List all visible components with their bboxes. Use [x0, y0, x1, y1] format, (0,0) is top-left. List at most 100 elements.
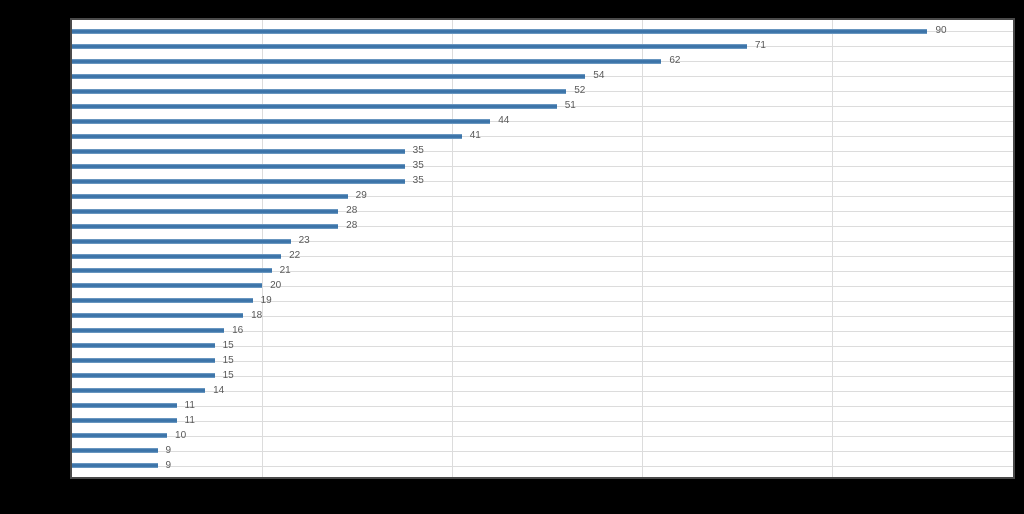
bar-row: 15 — [72, 368, 1013, 383]
bar-value-label: 51 — [564, 100, 576, 112]
bar-row: 19 — [72, 293, 1013, 308]
bar-row: 16 — [72, 323, 1013, 338]
bar-row: 62 — [72, 54, 1013, 69]
bar-row: 11 — [72, 413, 1013, 428]
bar-value-label: 35 — [412, 160, 424, 172]
bar-row: 15 — [72, 338, 1013, 353]
bar-row: 71 — [72, 39, 1013, 54]
gridline-horizontal — [72, 270, 1013, 272]
gridline-horizontal — [72, 435, 1013, 437]
bar-value-label: 41 — [469, 130, 481, 142]
bar-row: 35 — [72, 144, 1013, 159]
bar-rows-container: 90 71 62 54 52 51 44 41 35 35 35 29 28 28 23 22 21 20 19 18… — [72, 20, 1013, 477]
bar — [72, 133, 462, 139]
bar — [72, 403, 177, 409]
gridline-horizontal — [72, 315, 1013, 317]
gridline-horizontal — [72, 151, 1013, 153]
bar-value-label: 19 — [260, 294, 272, 306]
bar-value-label: 11 — [184, 414, 195, 426]
bar-row: 23 — [72, 234, 1013, 249]
gridline-horizontal — [72, 211, 1013, 213]
gridline-horizontal — [72, 196, 1013, 198]
bar-row: 9 — [72, 443, 1013, 458]
bar-value-label: 22 — [289, 250, 301, 262]
gridline-horizontal — [72, 450, 1013, 452]
bar-value-label: 23 — [298, 235, 310, 247]
bar — [72, 208, 339, 214]
gridline-vertical — [262, 20, 264, 477]
gridline-horizontal — [72, 420, 1013, 422]
bar — [72, 253, 282, 259]
bar — [72, 358, 215, 364]
bar — [72, 298, 253, 304]
plot-area: 90 71 62 54 52 51 44 41 35 35 35 29 28 28 23 22 21 20 19 18… — [70, 18, 1015, 479]
bar-value-label: 9 — [165, 459, 172, 471]
gridline-vertical — [642, 20, 644, 477]
gridline-vertical — [832, 20, 834, 477]
bar — [72, 88, 567, 94]
bar-row: 35 — [72, 159, 1013, 174]
bar-row: 28 — [72, 219, 1013, 234]
gridline-horizontal — [72, 465, 1013, 467]
gridline-horizontal — [72, 136, 1013, 138]
bar — [72, 268, 272, 274]
bar-row: 35 — [72, 174, 1013, 189]
bar — [72, 463, 158, 469]
bar-value-label: 54 — [593, 70, 605, 82]
bar — [72, 28, 928, 34]
gridline-horizontal — [72, 300, 1013, 302]
bar-value-label: 71 — [754, 40, 766, 52]
bar-value-label: 10 — [175, 429, 187, 441]
bar-row: 11 — [72, 398, 1013, 413]
bar-row: 15 — [72, 353, 1013, 368]
gridline-horizontal — [72, 181, 1013, 183]
bar — [72, 283, 263, 289]
bar-value-label: 90 — [935, 25, 947, 37]
gridline-horizontal — [72, 241, 1013, 243]
bar-value-label: 15 — [222, 339, 234, 351]
gridline-horizontal — [72, 330, 1013, 332]
bar — [72, 163, 405, 169]
bar — [72, 313, 244, 319]
bar-row: 14 — [72, 383, 1013, 398]
bar-row: 20 — [72, 278, 1013, 293]
gridline-horizontal — [72, 405, 1013, 407]
bar-row: 51 — [72, 99, 1013, 114]
bar — [72, 238, 291, 244]
bar — [72, 433, 168, 439]
bar-value-label: 14 — [213, 384, 225, 396]
bar — [72, 373, 215, 379]
gridline-horizontal — [72, 256, 1013, 258]
bar-row: 44 — [72, 114, 1013, 129]
bar — [72, 73, 586, 79]
gridline-horizontal — [72, 345, 1013, 347]
bar — [72, 103, 557, 109]
bar-row: 41 — [72, 129, 1013, 144]
bar — [72, 328, 225, 334]
bar-row: 9 — [72, 458, 1013, 473]
bar — [72, 43, 747, 49]
bar — [72, 448, 158, 454]
bar-value-label: 15 — [222, 354, 234, 366]
bar-value-label: 20 — [270, 279, 282, 291]
bar-value-label: 35 — [412, 175, 424, 187]
bar-value-label: 29 — [355, 190, 367, 202]
bar — [72, 388, 206, 394]
bar-row: 21 — [72, 264, 1013, 279]
bar-row: 18 — [72, 308, 1013, 323]
bar-row: 90 — [72, 24, 1013, 39]
bar — [72, 178, 405, 184]
bar-row: 52 — [72, 84, 1013, 99]
bar-value-label: 9 — [165, 444, 172, 456]
bar-row: 29 — [72, 189, 1013, 204]
bar — [72, 193, 348, 199]
bar — [72, 418, 177, 424]
gridline-horizontal — [72, 390, 1013, 392]
bar — [72, 343, 215, 349]
bar-value-label: 18 — [251, 309, 263, 321]
bar-row: 54 — [72, 69, 1013, 84]
bar-value-label: 16 — [232, 324, 244, 336]
bar — [72, 118, 491, 124]
gridline-horizontal — [72, 360, 1013, 362]
bar — [72, 223, 339, 229]
